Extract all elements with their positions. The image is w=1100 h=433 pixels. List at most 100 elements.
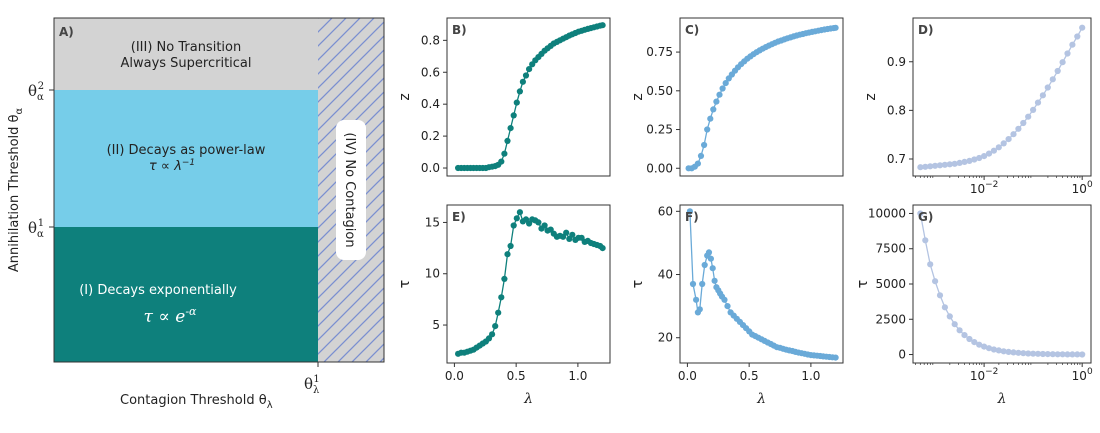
panel-g-data-point: [1059, 351, 1066, 358]
panel-g-ytick-label: 7500: [875, 242, 906, 256]
panel-g-ylabel: τ: [855, 280, 871, 288]
panel-g-data-point: [1010, 349, 1017, 356]
panel-b-frame: [446, 17, 611, 177]
panel-g-ytick-label: 10000: [868, 206, 906, 220]
panel-f-data-point: [724, 303, 731, 310]
panel-e-ytick-label: 15: [425, 215, 440, 229]
panel-e-data-point: [492, 323, 499, 330]
panel-f-data-point: [721, 296, 728, 303]
panel-g-data-point: [936, 292, 944, 299]
panel-c-data-point: [710, 106, 717, 113]
panel-c-data-point: [707, 115, 714, 122]
region-iv-box-bg: [336, 120, 366, 260]
panel-d-ytick-label: 0.8: [887, 103, 906, 117]
panel-d-data-point: [946, 161, 953, 168]
panel-f-data-point: [707, 255, 715, 262]
panel-d-data-point: [1064, 50, 1071, 57]
panel-c-data-point: [716, 91, 723, 98]
panel-g-data-point: [1000, 348, 1007, 355]
panel-b-ytick-label: 0.6: [421, 65, 440, 79]
panel-g-data-point: [971, 339, 978, 346]
panel-d-data-point: [932, 162, 939, 169]
panel-c-data-point: [704, 126, 711, 133]
panel-d-data-point: [1059, 59, 1066, 66]
region-i-formula: τ ∝ e-α: [144, 305, 197, 327]
panel-d-xtick-label: 100: [1072, 180, 1093, 196]
panel-b-letter: B): [452, 23, 467, 37]
panel-d-data-point: [1069, 41, 1076, 48]
panel-d-xtick-label: 10−2: [970, 180, 999, 196]
panel-d-letter: D): [918, 23, 933, 37]
panel-b-ytick-label: 0.0: [421, 161, 440, 175]
panel-g-data-point: [932, 278, 939, 285]
panel-b-ytick-label: 0.4: [421, 97, 440, 111]
panel-e-ytick-label: 10: [425, 267, 440, 281]
panel-g-data-point: [951, 321, 958, 328]
panel-e-data-point: [516, 209, 524, 216]
panel-b-data-point: [504, 137, 511, 144]
panel-g-data-point: [941, 304, 949, 311]
panel-g-data-point: [1044, 351, 1051, 358]
panel-g: 0 2500 5000 7500 10000 10−2 100 G) τ λ: [855, 204, 1093, 407]
panel-g-data-point: [1054, 351, 1061, 358]
panel-g-data-point: [1079, 351, 1086, 358]
panel-c-frame: [679, 17, 844, 177]
panel-g-data-point: [985, 345, 993, 352]
panel-e-data-point: [510, 222, 517, 229]
region-ii-label-1: (II) Decays as power-law: [107, 143, 266, 158]
panel-e-data-point: [513, 215, 520, 222]
region-iii-label-1: (III) No Transition: [131, 40, 241, 55]
panel-d-data-point: [1054, 67, 1061, 75]
panel-d-data-point: [951, 160, 958, 167]
panel-g-frame: [912, 204, 1092, 364]
panel-c-ytick-label: 0.00: [646, 161, 673, 175]
panel-d-data-point: [976, 154, 983, 162]
panel-d-data-point: [917, 164, 924, 171]
panel-d-data-point: [966, 157, 973, 164]
region-i-label-1: (I) Decays exponentially: [79, 283, 237, 298]
panel-d: 0.7 0.8 0.9 10−2 100 D) z: [863, 17, 1093, 196]
panel-c-data-point: [694, 160, 702, 167]
panel-f-data-point: [709, 265, 716, 272]
panel-g-xtick-label: 10−2: [970, 367, 999, 383]
panel-e-data-point: [495, 309, 502, 316]
ytick-theta-alpha-2: θα2: [28, 81, 44, 103]
panel-d-data-point: [1010, 131, 1017, 138]
panel-f-series-line: [689, 211, 836, 359]
panel-f-data-point: [832, 354, 839, 361]
panel-g-data-point: [1049, 351, 1056, 358]
panel-e-ylabel: τ: [397, 280, 413, 288]
panel-b-data-point: [522, 72, 530, 79]
panel-d-data-point: [1079, 24, 1086, 31]
region-iii-label-2: Always Supercritical: [120, 56, 251, 71]
panel-e-frame: [446, 204, 611, 364]
panel-b-series-line: [458, 24, 603, 169]
panel-d-data-point: [1005, 136, 1012, 143]
panel-g-data-point: [956, 327, 963, 334]
panel-g-data-point: [1034, 350, 1042, 357]
panel-a-frame: [53, 17, 385, 363]
panel-f-data-point: [699, 280, 706, 288]
panel-d-ytick-label: 0.7: [887, 152, 906, 166]
region-iv-label: (IV) No Contagion: [342, 132, 357, 247]
panel-d-data-point: [1015, 125, 1022, 132]
panel-e-ytick-label: 5: [432, 318, 440, 332]
panel-f-letter: F): [685, 210, 699, 224]
panel-b-ytick-label: 0.2: [421, 129, 440, 143]
panel-g-data-point: [976, 341, 983, 348]
panel-b-data-point: [501, 150, 508, 157]
panel-g-data-point: [1074, 351, 1081, 358]
panel-c-letter: C): [685, 23, 699, 37]
panel-d-data-point: [956, 159, 963, 166]
panel-f-ytick-label: 40: [658, 268, 673, 282]
panel-e-data-point: [541, 222, 548, 229]
panel-g-data-point: [927, 261, 934, 268]
panel-c: 0.00 0.25 0.50 0.75 C) z: [630, 17, 844, 177]
panel-f-data-point: [711, 277, 718, 284]
panel-g-data-point: [1020, 350, 1027, 357]
panel-d-data-point: [961, 158, 968, 165]
panel-d-data-point: [995, 144, 1002, 151]
panel-b-data-point: [599, 22, 606, 29]
panel-a-xlabel: Contagion Threshold θλ: [120, 393, 273, 411]
panel-a: A) (III) No Transition Always Supercriti…: [7, 17, 385, 411]
